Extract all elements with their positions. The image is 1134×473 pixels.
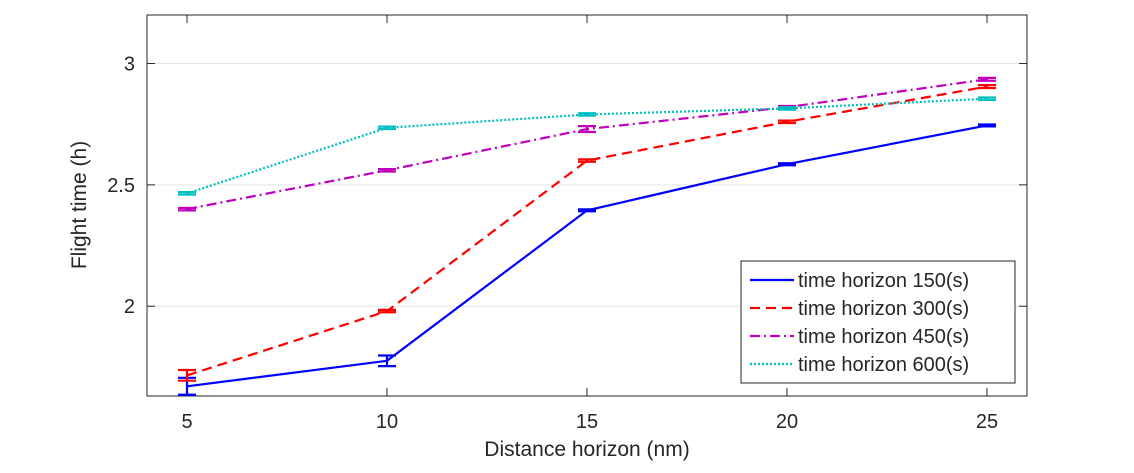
error-bar — [178, 206, 196, 212]
series-line — [186, 97, 988, 195]
x-tick-label: 15 — [576, 411, 598, 433]
x-axis-label: Distance horizon (nm) — [484, 438, 689, 461]
x-tick-label: 25 — [976, 411, 998, 433]
error-bar — [778, 119, 796, 125]
error-bar — [378, 354, 396, 368]
legend-label: time horizon 450(s) — [798, 326, 969, 348]
y-tick-label: 3 — [124, 54, 135, 76]
error-bar — [978, 76, 996, 82]
series-1 — [178, 123, 996, 396]
x-tick-label: 5 — [181, 411, 192, 433]
error-bar — [578, 208, 596, 213]
series-line — [186, 78, 988, 211]
error-bar — [378, 308, 396, 314]
y-axis-label: Flight time (h) — [68, 141, 91, 269]
error-bar — [778, 162, 796, 167]
error-bar — [378, 167, 396, 173]
legend: time horizon 150(s) time horizon 300(s) ti… — [740, 260, 1016, 384]
axis-ticks: 5 10 15 20 25 2 2.5 3 — [107, 15, 1027, 433]
series-4 — [178, 96, 996, 196]
error-bar — [978, 123, 996, 128]
series-group — [178, 76, 996, 396]
error-bar — [578, 125, 596, 134]
error-bar — [578, 112, 596, 117]
legend-label: time horizon 600(s) — [798, 354, 969, 376]
error-bar — [978, 96, 996, 102]
error-bar — [778, 106, 796, 111]
error-bar — [578, 158, 596, 163]
y-tick-label: 2.5 — [107, 175, 135, 197]
x-tick-label: 20 — [776, 411, 798, 433]
legend-entry: time horizon 600(s) — [750, 354, 969, 376]
error-bar — [178, 191, 196, 196]
error-bar — [178, 368, 196, 382]
error-bar — [978, 84, 996, 90]
legend-label: time horizon 300(s) — [798, 298, 969, 320]
series-3 — [178, 76, 996, 212]
legend-entry: time horizon 300(s) — [750, 298, 969, 320]
legend-label: time horizon 150(s) — [798, 270, 969, 292]
legend-entry: time horizon 450(s) — [750, 326, 969, 348]
y-tick-label: 2 — [124, 296, 135, 318]
error-bar — [378, 125, 396, 131]
x-tick-label: 10 — [376, 411, 398, 433]
series-2 — [178, 84, 996, 382]
legend-box — [740, 260, 1016, 384]
legend-entries: time horizon 150(s) time horizon 300(s) ti… — [750, 270, 969, 376]
legend-entry: time horizon 150(s) — [750, 270, 969, 292]
